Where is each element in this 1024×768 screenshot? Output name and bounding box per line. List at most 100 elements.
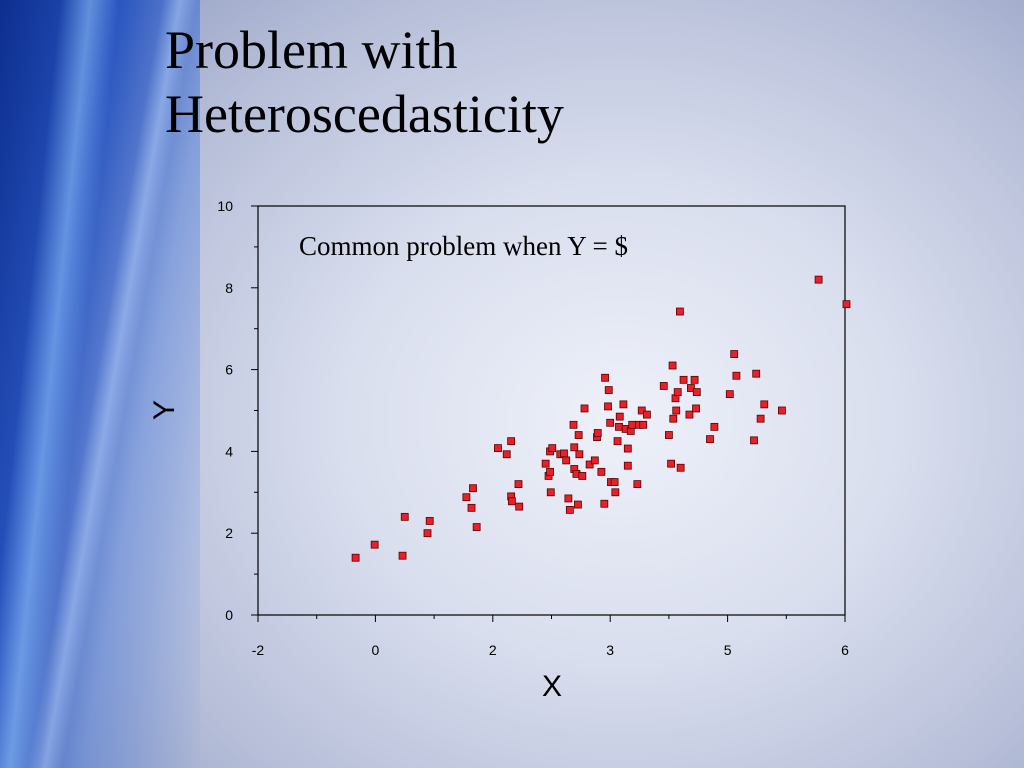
data-point bbox=[570, 443, 579, 452]
data-point bbox=[672, 406, 681, 415]
data-point bbox=[725, 390, 734, 399]
data-point bbox=[692, 388, 701, 396]
data-point bbox=[585, 460, 594, 469]
data-point bbox=[611, 488, 620, 497]
data-point bbox=[615, 422, 623, 431]
slide-title: Problem with Heteroscedasticity bbox=[165, 18, 564, 146]
data-point bbox=[578, 472, 587, 480]
data-point bbox=[514, 480, 523, 489]
data-point bbox=[370, 540, 379, 549]
y-axis-title: Y bbox=[148, 400, 181, 420]
x-tick-label: 3 bbox=[606, 642, 614, 658]
data-point bbox=[613, 437, 622, 446]
x-tick-label: 0 bbox=[372, 642, 380, 658]
data-point bbox=[732, 371, 741, 380]
plot-border bbox=[257, 205, 846, 616]
data-point bbox=[604, 402, 612, 411]
data-point bbox=[590, 456, 599, 465]
data-point bbox=[507, 497, 516, 506]
x-axis-title: X bbox=[542, 670, 562, 703]
data-point bbox=[687, 384, 695, 392]
y-axis: 0 2 4 6 8 10 bbox=[217, 198, 258, 623]
data-point bbox=[467, 503, 476, 512]
y-tick-label: 0 bbox=[225, 607, 233, 623]
data-point bbox=[462, 493, 471, 502]
background-art bbox=[0, 0, 200, 768]
x-tick-label: 2 bbox=[489, 642, 497, 658]
data-point bbox=[601, 373, 609, 382]
data-point bbox=[623, 461, 632, 470]
data-point bbox=[597, 467, 606, 476]
data-point bbox=[562, 456, 571, 465]
data-point bbox=[706, 435, 714, 444]
data-point bbox=[425, 517, 434, 525]
y-tick-label: 8 bbox=[225, 280, 233, 296]
data-point bbox=[560, 449, 568, 458]
data-point bbox=[564, 494, 573, 503]
data-point bbox=[676, 307, 684, 316]
data-point bbox=[710, 422, 719, 431]
y-tick-label: 6 bbox=[225, 362, 233, 378]
chart-annotation: Common problem when Y = $ bbox=[299, 231, 628, 261]
data-point bbox=[760, 400, 769, 409]
y-tick-label: 2 bbox=[225, 525, 233, 541]
data-point bbox=[667, 459, 676, 468]
x-tick-label: 6 bbox=[841, 642, 849, 658]
data-point bbox=[469, 484, 477, 493]
data-point bbox=[615, 412, 624, 421]
data-point bbox=[575, 450, 584, 459]
data-point bbox=[639, 420, 648, 429]
data-point bbox=[565, 505, 574, 514]
data-point bbox=[814, 275, 823, 284]
plot-area bbox=[257, 205, 846, 616]
data-points bbox=[351, 275, 851, 562]
data-point bbox=[472, 523, 481, 531]
data-point bbox=[623, 444, 632, 453]
data-point bbox=[606, 418, 615, 427]
data-point bbox=[398, 551, 407, 560]
data-point bbox=[593, 429, 602, 437]
data-point bbox=[669, 414, 678, 423]
data-point bbox=[628, 420, 637, 429]
data-point bbox=[580, 404, 589, 413]
data-point bbox=[730, 350, 739, 358]
data-point bbox=[777, 406, 786, 415]
data-point bbox=[569, 420, 578, 429]
data-point bbox=[600, 499, 609, 508]
data-point bbox=[604, 386, 613, 394]
data-point bbox=[574, 431, 583, 439]
data-point bbox=[750, 436, 758, 445]
data-point bbox=[400, 512, 409, 521]
data-point bbox=[619, 400, 628, 409]
data-point bbox=[502, 450, 511, 459]
data-point bbox=[637, 406, 646, 415]
data-point bbox=[633, 480, 642, 489]
data-point bbox=[351, 553, 360, 562]
data-point bbox=[679, 375, 688, 384]
data-point bbox=[690, 375, 699, 384]
y-tick-label: 10 bbox=[217, 198, 233, 214]
x-tick-label: 5 bbox=[724, 642, 732, 658]
data-point bbox=[541, 459, 550, 468]
data-point bbox=[668, 361, 677, 370]
x-axis: -2 0 2 3 5 6 bbox=[252, 615, 849, 658]
slide-title-line-2: Heteroscedasticity bbox=[165, 84, 564, 144]
data-point bbox=[756, 414, 765, 423]
y-tick-label: 4 bbox=[225, 443, 233, 459]
data-point bbox=[685, 410, 694, 419]
data-point bbox=[548, 444, 557, 453]
data-point bbox=[842, 300, 851, 309]
data-point bbox=[659, 382, 668, 390]
data-point bbox=[423, 529, 432, 538]
data-point bbox=[515, 502, 524, 511]
data-point bbox=[546, 488, 555, 497]
data-point bbox=[752, 369, 761, 378]
data-point bbox=[610, 478, 619, 486]
data-point bbox=[507, 437, 516, 446]
x-tick-label: -2 bbox=[252, 642, 265, 658]
data-point bbox=[574, 500, 582, 509]
data-point bbox=[546, 467, 554, 476]
data-point bbox=[692, 404, 700, 413]
data-point bbox=[642, 410, 651, 419]
